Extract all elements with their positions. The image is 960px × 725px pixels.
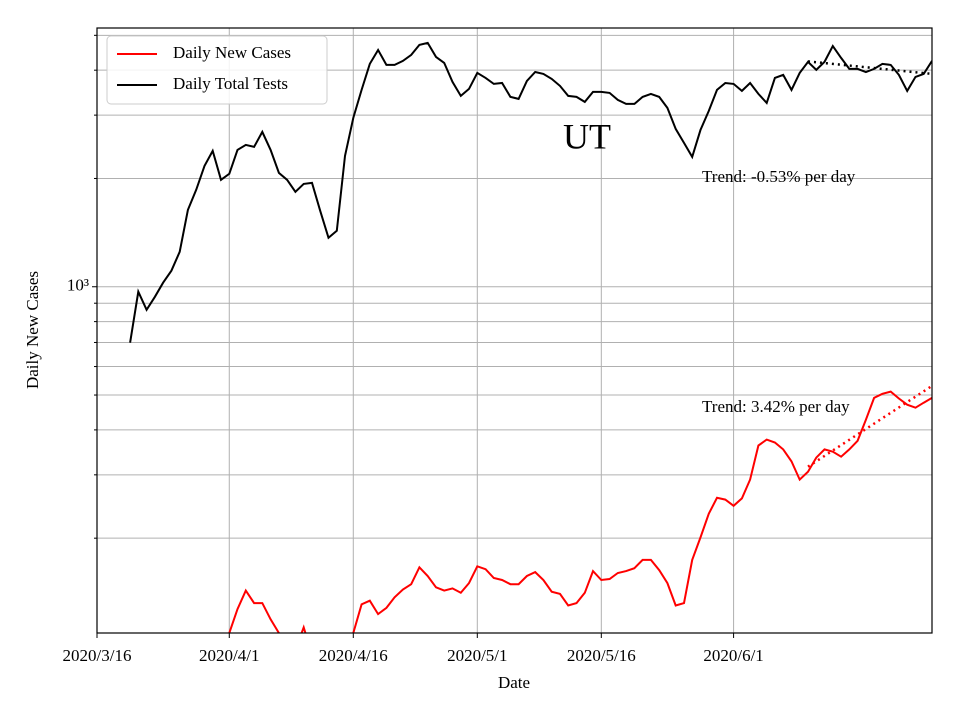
annotation: Trend: -0.53% per day <box>702 167 856 186</box>
plot-frame <box>96 27 933 634</box>
legend-box <box>106 35 328 105</box>
annotation: Trend: 3.42% per day <box>702 397 850 416</box>
legend-label: Daily New Cases <box>173 43 291 62</box>
x-tick-label: 2020/4/1 <box>199 646 259 665</box>
chart-title: UT <box>563 116 611 156</box>
x-tick-label: 2020/4/16 <box>319 646 388 665</box>
legend-label: Daily Total Tests <box>173 74 288 93</box>
x-tick-label: 2020/5/1 <box>447 646 507 665</box>
data-line <box>129 41 932 343</box>
y-axis-label: Daily New Cases <box>23 271 42 389</box>
x-tick-label: 2020/5/16 <box>567 646 636 665</box>
trend-line <box>807 384 932 468</box>
legend: Daily New Cases Daily Total Tests <box>106 35 328 105</box>
y-tick-label: 10³ <box>67 276 89 295</box>
x-tick-label: 2020/6/1 <box>703 646 763 665</box>
x-axis-label: Date <box>498 673 530 692</box>
x-tick-label: 2020/3/16 <box>63 646 132 665</box>
data-line <box>228 390 932 633</box>
trend-line <box>807 60 932 76</box>
